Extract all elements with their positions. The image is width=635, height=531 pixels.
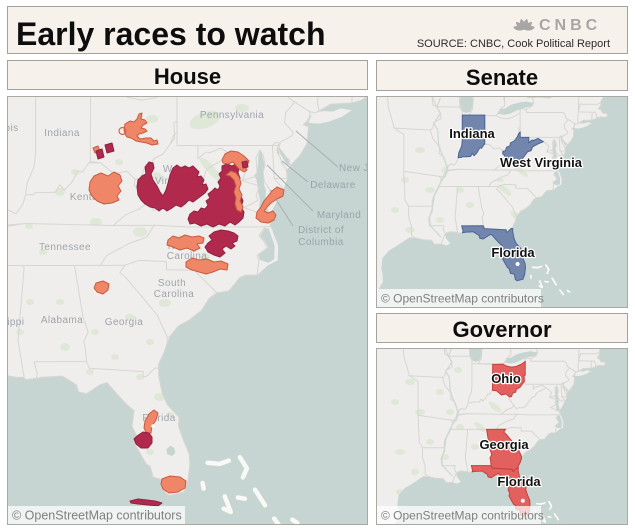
svg-text:Indiana: Indiana — [44, 128, 80, 139]
svg-text:West Virginia: West Virginia — [500, 155, 583, 170]
svg-text:South: South — [158, 278, 186, 289]
svg-text:Ohio: Ohio — [491, 371, 521, 386]
svg-text:Florida: Florida — [142, 413, 175, 424]
svg-text:© OpenStreetMap contributors: © OpenStreetMap contributors — [381, 292, 544, 306]
svg-text:Pennsylvania: Pennsylvania — [200, 110, 264, 121]
svg-text:Florida: Florida — [497, 474, 541, 489]
svg-text:Maryland: Maryland — [317, 210, 361, 221]
svg-text:Georgia: Georgia — [479, 437, 529, 452]
svg-text:Indiana: Indiana — [449, 126, 495, 141]
svg-text:District of: District of — [298, 225, 344, 236]
svg-text:Delaware: Delaware — [310, 180, 355, 191]
svg-text:Florida: Florida — [491, 245, 535, 260]
svg-text:Alabama: Alabama — [41, 315, 83, 326]
svg-text:Mississippi: Mississippi — [7, 317, 24, 328]
svg-text:Tennessee: Tennessee — [39, 242, 91, 253]
svg-text:CNBC: CNBC — [539, 17, 601, 34]
svg-text:© OpenStreetMap contributors: © OpenStreetMap contributors — [12, 509, 182, 523]
svg-text:Illinois: Illinois — [7, 123, 19, 134]
svg-text:© OpenStreetMap contributors: © OpenStreetMap contributors — [381, 509, 544, 523]
svg-text:New Jersey: New Jersey — [339, 163, 368, 174]
svg-text:Carolina: Carolina — [154, 289, 194, 300]
svg-text:Kentucky: Kentucky — [70, 192, 114, 203]
svg-text:Columbia: Columbia — [298, 237, 343, 248]
svg-text:Carolina: Carolina — [167, 251, 207, 262]
svg-text:Georgia: Georgia — [105, 317, 143, 328]
